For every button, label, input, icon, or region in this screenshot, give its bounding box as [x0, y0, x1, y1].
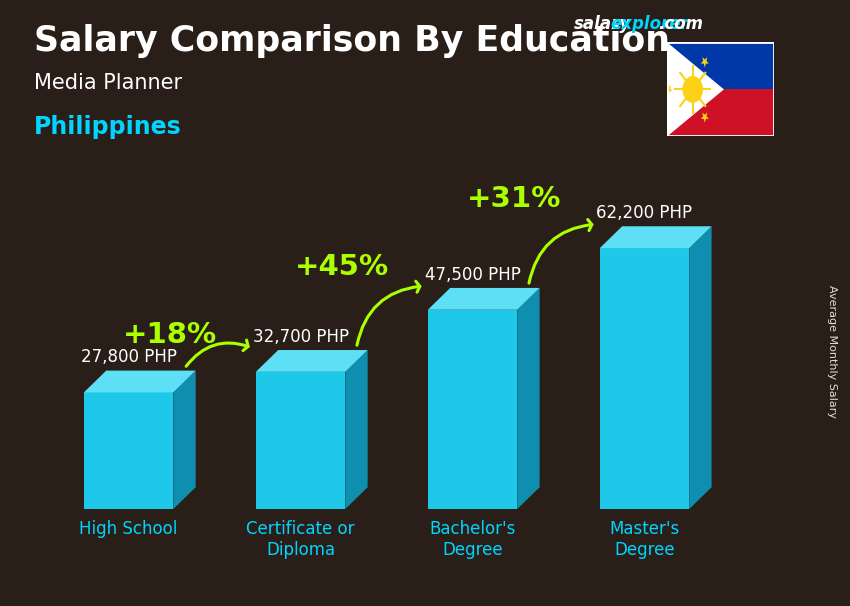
- Text: 27,800 PHP: 27,800 PHP: [81, 348, 177, 367]
- Polygon shape: [700, 113, 709, 122]
- Bar: [84, 393, 173, 509]
- Bar: [428, 310, 518, 509]
- Polygon shape: [256, 350, 368, 372]
- Polygon shape: [600, 226, 711, 248]
- Text: 47,500 PHP: 47,500 PHP: [425, 266, 520, 284]
- Polygon shape: [173, 371, 196, 509]
- Polygon shape: [345, 350, 368, 509]
- Text: salary: salary: [574, 15, 631, 33]
- Polygon shape: [700, 57, 709, 67]
- Bar: [667, 89, 774, 136]
- Polygon shape: [689, 226, 711, 509]
- Polygon shape: [667, 42, 724, 136]
- Text: Media Planner: Media Planner: [34, 73, 182, 93]
- Polygon shape: [428, 288, 540, 310]
- Text: +31%: +31%: [467, 185, 562, 213]
- Polygon shape: [665, 85, 672, 95]
- Text: Average Monthly Salary: Average Monthly Salary: [827, 285, 837, 418]
- Text: 32,700 PHP: 32,700 PHP: [252, 328, 348, 346]
- Text: 62,200 PHP: 62,200 PHP: [597, 204, 693, 222]
- Polygon shape: [518, 288, 540, 509]
- Text: explorer: explorer: [610, 15, 689, 33]
- Circle shape: [683, 77, 702, 102]
- Text: Philippines: Philippines: [34, 115, 182, 139]
- Text: +18%: +18%: [123, 321, 218, 349]
- Polygon shape: [84, 371, 196, 393]
- Bar: [667, 42, 774, 89]
- Text: .com: .com: [658, 15, 703, 33]
- Text: +45%: +45%: [295, 253, 389, 281]
- Text: Salary Comparison By Education: Salary Comparison By Education: [34, 24, 670, 58]
- Bar: [256, 372, 345, 509]
- Bar: [600, 248, 689, 509]
